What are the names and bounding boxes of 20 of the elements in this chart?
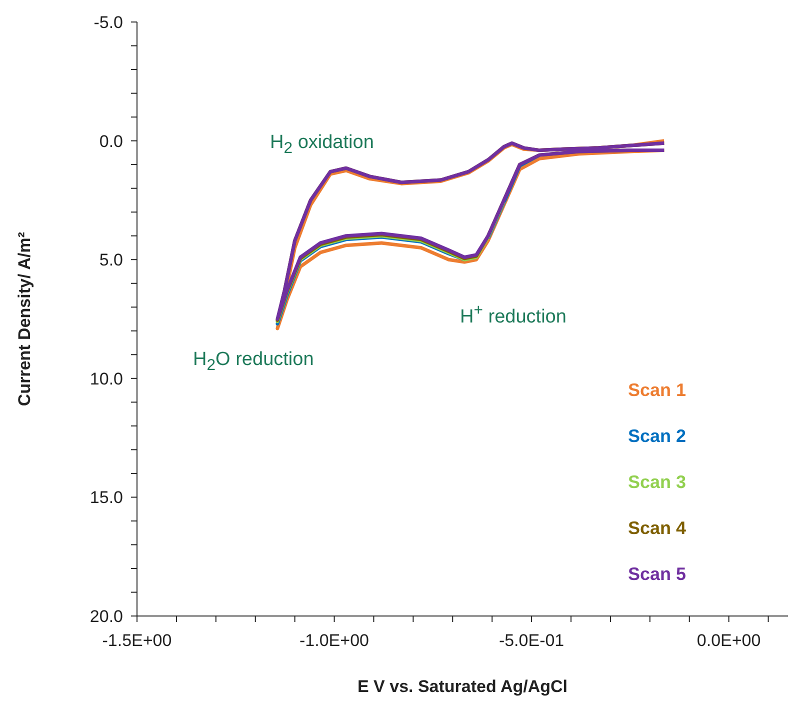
x-tick-label: -1.5E+00 (102, 631, 172, 650)
text: Scan 1 (628, 380, 686, 401)
y-tick-label: -5.0 (94, 13, 123, 32)
y-tick-label: 10.0 (90, 369, 123, 388)
x-tick-label: -1.0E+00 (300, 631, 370, 650)
y-axis-title: Current Density/ A/m² (15, 232, 34, 406)
text: Scan 2 (628, 426, 686, 447)
x-tick-label: -5.0E-01 (498, 631, 564, 650)
annotation: H$_{2}$O reduction (193, 349, 314, 375)
annotation: H$^{+}$ reduction (460, 302, 566, 328)
x-tick-label: 0.0E+00 (696, 631, 761, 650)
y-tick-label: 20.0 (90, 607, 123, 626)
y-tick-label: 15.0 (90, 488, 123, 508)
annotation: H$_{2}$ oxidation (270, 132, 374, 158)
x-axis-title: E V vs. Saturated Ag/AgCl (357, 677, 568, 696)
text: Scan 3 (628, 472, 686, 493)
y-tick-label: 5.0 (99, 250, 123, 270)
text: Scan 4 (628, 518, 686, 539)
y-tick-label: 0.0 (99, 132, 123, 151)
text: Scan 5 (628, 564, 686, 585)
